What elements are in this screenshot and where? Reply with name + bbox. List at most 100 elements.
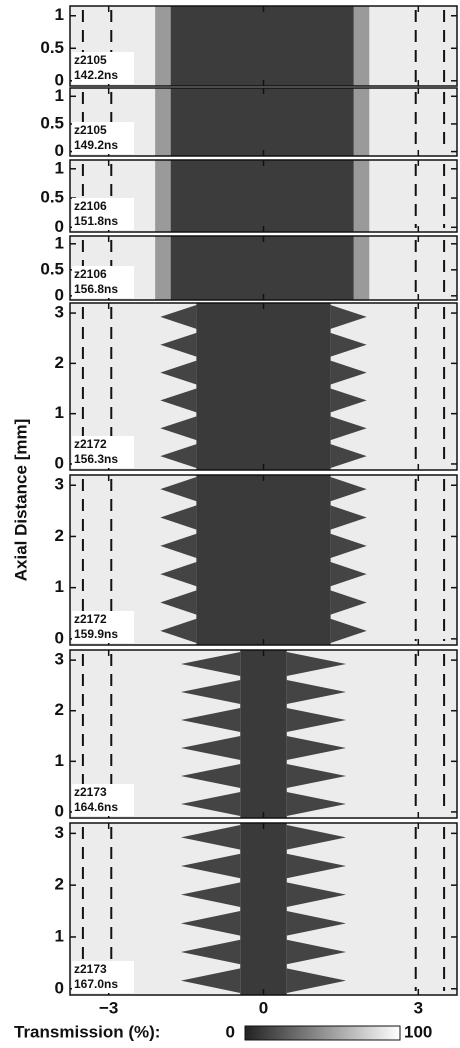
time-label: 151.8ns [74, 214, 118, 228]
y-tick-label: 2 [55, 875, 64, 894]
y-tick-label: 0 [55, 141, 64, 160]
plasma-spike [160, 590, 197, 615]
plasma-spike [330, 304, 367, 329]
y-tick-label: 0 [55, 285, 64, 304]
plasma-spike [160, 304, 197, 329]
x-tick-label: 3 [414, 998, 423, 1017]
colorbar-tick-label: 0 [226, 1022, 235, 1041]
shot-label: z2105 [74, 123, 107, 137]
plasma-spike [180, 708, 241, 732]
colorbar-label: Transmission (%): [14, 1022, 160, 1041]
label-box [72, 122, 134, 154]
plasma-spike [286, 764, 347, 788]
plasma-spike [160, 360, 197, 385]
y-tick-label: 0 [55, 801, 64, 820]
plasma-spike [160, 444, 197, 469]
plasma-spike [330, 477, 367, 502]
plasma-spike [160, 533, 197, 558]
y-tick-label: 0 [55, 978, 64, 997]
plasma-spike [160, 477, 197, 502]
colorbar-tick-label: 100 [404, 1022, 432, 1041]
plasma-column [196, 475, 331, 645]
y-tick-label: 1 [55, 5, 64, 24]
plasma-spike [330, 360, 367, 385]
y-tick-label: 0.5 [40, 38, 64, 57]
plasma-spike [286, 939, 347, 965]
plasma-spike [286, 882, 347, 907]
colorbar [244, 1025, 401, 1041]
plasma-edge [353, 236, 370, 300]
plasma-spike [180, 853, 241, 879]
plasma-spike [160, 332, 197, 357]
y-tick-label: 1 [55, 403, 64, 422]
y-tick-label: 3 [55, 650, 64, 669]
shot-label: z2173 [74, 785, 107, 799]
plasma-column [240, 650, 287, 818]
time-label: 164.6ns [74, 800, 118, 814]
shot-label: z2172 [74, 612, 107, 626]
plasma-spike [160, 416, 197, 441]
time-label: 149.2ns [74, 138, 118, 152]
label-box [72, 611, 134, 643]
plasma-column [170, 160, 354, 232]
plasma-edge [353, 88, 370, 156]
label-box [72, 266, 134, 298]
plasma-spike [180, 792, 241, 816]
plasma-edge [155, 88, 171, 156]
plasma-spike [160, 618, 197, 643]
plasma-spike [286, 825, 347, 850]
plasma-spike [286, 680, 347, 704]
time-label: 156.8ns [74, 282, 118, 296]
y-tick-label: 3 [55, 303, 64, 322]
y-tick-label: 1 [55, 233, 64, 252]
y-tick-label: 3 [55, 823, 64, 842]
label-box [72, 198, 134, 230]
y-tick-label: 1 [55, 158, 64, 177]
shot-label: z2173 [74, 962, 107, 976]
plasma-spike [286, 853, 347, 879]
plasma-spike [180, 736, 241, 760]
y-tick-label: 2 [55, 700, 64, 719]
y-tick-label: 0.5 [40, 188, 64, 207]
time-label: 156.3ns [74, 452, 118, 466]
plasma-spike [180, 825, 241, 850]
plasma-spike [180, 764, 241, 788]
time-label: 167.0ns [74, 977, 118, 991]
shot-label: z2105 [74, 53, 107, 67]
plasma-spike [286, 736, 347, 760]
plasma-spike [180, 939, 241, 965]
y-tick-label: 1 [55, 86, 64, 105]
plasma-spike [330, 416, 367, 441]
plasma-spike [330, 332, 367, 357]
plasma-spike [160, 388, 197, 413]
plasma-column [196, 303, 331, 470]
y-tick-label: 2 [55, 353, 64, 372]
y-tick-label: 0 [55, 217, 64, 236]
plasma-spike [330, 505, 367, 530]
plasma-spike [160, 562, 197, 587]
plasma-spike [286, 911, 347, 936]
plasma-spike [180, 652, 241, 676]
plasma-edge [155, 236, 171, 300]
y-tick-label: 0.5 [40, 259, 64, 278]
shot-label: z2106 [74, 267, 107, 281]
plasma-spike [330, 444, 367, 469]
plasma-column [170, 236, 354, 300]
plasma-spike [330, 618, 367, 643]
plasma-spike [286, 968, 347, 993]
plasma-edge [155, 160, 171, 232]
y-tick-label: 0 [55, 628, 64, 647]
plasma-spike [286, 652, 347, 676]
time-label: 142.2ns [74, 68, 118, 82]
label-box [72, 961, 134, 993]
plasma-spike [286, 792, 347, 816]
shot-label: z2106 [74, 199, 107, 213]
plasma-spike [180, 911, 241, 936]
plasma-spike [180, 882, 241, 907]
y-tick-label: 1 [55, 751, 64, 770]
label-box [72, 52, 134, 84]
label-box [72, 784, 134, 816]
plasma-spike [180, 680, 241, 704]
plasma-edge [353, 160, 370, 232]
